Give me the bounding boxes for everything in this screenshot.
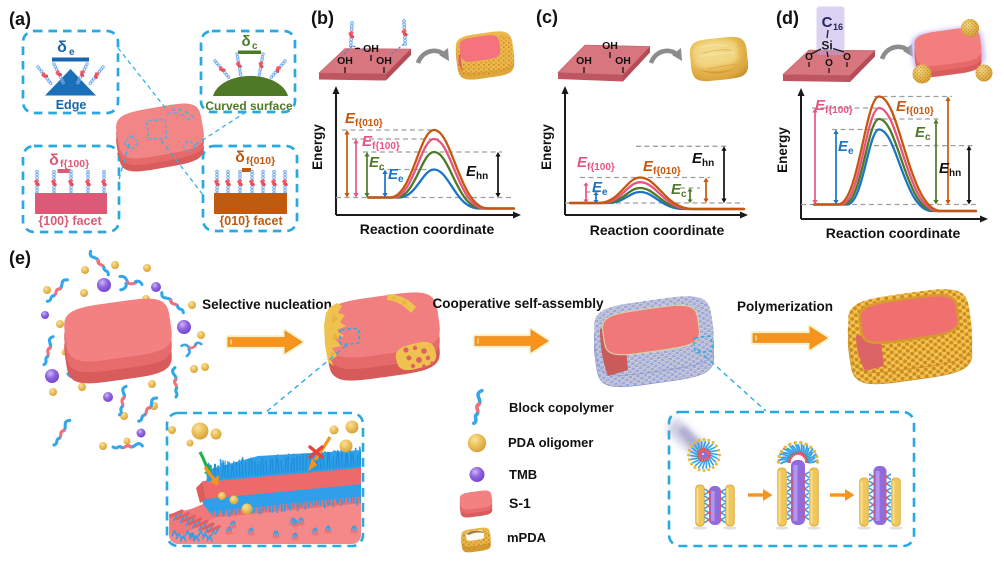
svg-text:δ: δ	[49, 152, 59, 169]
svg-text:E: E	[838, 138, 849, 155]
svg-text:OH: OH	[615, 55, 631, 67]
svg-text:OH: OH	[602, 40, 618, 52]
svg-text:S-1: S-1	[509, 495, 531, 511]
svg-text:c: c	[252, 41, 258, 52]
svg-text:Energy: Energy	[310, 124, 325, 170]
svg-text:OH: OH	[337, 55, 353, 67]
svg-text:Energy: Energy	[775, 127, 790, 173]
svg-text:c: c	[681, 189, 687, 200]
svg-text:O: O	[805, 52, 813, 63]
svg-text:E: E	[466, 163, 477, 180]
svg-text:f{100}: f{100}	[372, 141, 400, 152]
svg-text:(e): (e)	[9, 248, 31, 268]
svg-text:Block copolymer: Block copolymer	[509, 400, 614, 415]
svg-text:E: E	[671, 181, 682, 198]
svg-text:(a): (a)	[9, 9, 31, 29]
svg-text:E: E	[362, 133, 373, 150]
svg-text:PDA oligomer: PDA oligomer	[508, 435, 593, 450]
svg-text:O: O	[843, 52, 851, 63]
svg-text:E: E	[345, 110, 356, 127]
svg-text:Energy: Energy	[539, 124, 554, 170]
svg-text:δ: δ	[57, 39, 67, 56]
svg-text:E: E	[592, 179, 603, 196]
svg-text:Reaction coordinate: Reaction coordinate	[590, 222, 725, 238]
svg-text:16: 16	[833, 22, 843, 32]
svg-text:OH: OH	[576, 55, 592, 67]
svg-text:(d): (d)	[776, 8, 799, 28]
svg-text:OH: OH	[363, 43, 379, 55]
svg-text:Cooperative self-assembly: Cooperative self-assembly	[432, 296, 604, 311]
svg-text:Curved surface: Curved surface	[205, 99, 293, 113]
svg-text:e: e	[398, 174, 404, 185]
svg-text:E: E	[577, 154, 588, 171]
svg-text:E: E	[369, 154, 380, 171]
svg-text:f{100}: f{100}	[587, 162, 615, 173]
svg-text:E: E	[692, 150, 703, 167]
svg-text:E: E	[939, 160, 950, 177]
svg-text:c: c	[925, 132, 931, 143]
svg-text:hn: hn	[949, 168, 961, 179]
svg-text:(c): (c)	[536, 7, 558, 27]
svg-text:TMB: TMB	[509, 467, 537, 482]
svg-text:δ: δ	[241, 33, 250, 50]
svg-text:c: c	[379, 162, 385, 173]
svg-text:Edge: Edge	[56, 98, 87, 112]
svg-text:Selective nucleation: Selective nucleation	[202, 297, 332, 312]
svg-text:E: E	[896, 98, 907, 115]
svg-text:e: e	[848, 146, 854, 157]
svg-text:Reaction coordinate: Reaction coordinate	[360, 221, 495, 237]
svg-text:E: E	[915, 124, 926, 141]
svg-text:f{010}: f{010}	[906, 106, 934, 117]
svg-text:hn: hn	[476, 171, 488, 182]
svg-text:{100} facet: {100} facet	[38, 214, 102, 228]
svg-text:O: O	[825, 58, 833, 69]
svg-text:E: E	[643, 158, 654, 175]
svg-text:E: E	[815, 97, 826, 114]
svg-text:OH: OH	[376, 55, 392, 67]
svg-text:(b): (b)	[311, 8, 334, 28]
svg-text:{010} facet: {010} facet	[219, 214, 283, 228]
svg-text:hn: hn	[702, 158, 714, 169]
svg-text:f{010}: f{010}	[355, 118, 383, 129]
svg-text:δ: δ	[235, 149, 245, 166]
svg-text:C: C	[822, 14, 833, 31]
svg-text:Polymerization: Polymerization	[737, 299, 833, 314]
svg-text:e: e	[602, 187, 608, 198]
svg-text:f{010}: f{010}	[246, 155, 275, 167]
svg-text:f{010}: f{010}	[653, 166, 681, 177]
svg-text:f{100}: f{100}	[825, 105, 853, 116]
svg-text:mPDA: mPDA	[507, 530, 547, 545]
svg-text:E: E	[388, 166, 399, 183]
svg-text:Si: Si	[821, 39, 832, 53]
svg-text:e: e	[69, 47, 75, 58]
svg-text:f{100}: f{100}	[60, 158, 89, 170]
svg-text:Reaction coordinate: Reaction coordinate	[826, 225, 961, 241]
